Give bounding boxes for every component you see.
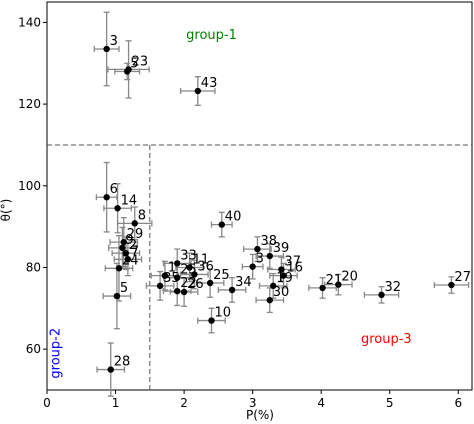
x-tick-label: 4: [317, 396, 325, 410]
data-point-label: 35: [163, 271, 180, 286]
group-label: group-2: [48, 328, 63, 379]
data-point: [103, 194, 110, 201]
y-tick-label: 120: [18, 97, 41, 111]
data-point-label: 21: [326, 273, 343, 288]
data-point: [191, 271, 198, 278]
data-point-label: 8: [138, 208, 146, 223]
error-bars: [93, 11, 470, 397]
group-labels: group-1 group-2 group-3: [48, 28, 411, 379]
data-point-label: 19: [276, 271, 293, 286]
data-point-label: 6: [110, 182, 118, 197]
data-point-label: 9: [125, 233, 133, 248]
group-label: group-3: [361, 332, 412, 347]
y-tick-label: 60: [26, 342, 41, 356]
data-point: [218, 221, 225, 228]
data-point-label: 7: [131, 244, 139, 259]
data-point: [180, 288, 188, 296]
data-point-label: 20: [341, 270, 358, 285]
data-point-label: 16: [286, 261, 303, 276]
data-point-label: 36: [197, 259, 214, 274]
data-point-label: 38: [260, 234, 277, 249]
x-axis-label: P(%): [246, 408, 274, 422]
data-point: [194, 87, 202, 95]
data-point: [124, 68, 131, 75]
data-point-label: 43: [201, 76, 218, 91]
data-point-label: 5: [130, 56, 138, 71]
x-tick-label: 0: [43, 396, 51, 410]
data-point-label: 32: [385, 280, 402, 295]
data-points: [103, 45, 455, 373]
data-point-label: 11: [193, 252, 210, 267]
x-tick-label: 5: [386, 396, 394, 410]
data-point: [278, 266, 285, 273]
data-point: [119, 244, 126, 252]
data-point-label: 10: [215, 306, 232, 321]
data-point-label: 25: [180, 263, 197, 278]
y-tick-label: 140: [18, 15, 41, 29]
y-axis-label: θ(°): [0, 199, 13, 222]
data-point-label: 3: [110, 34, 118, 49]
data-point-label: 5: [120, 281, 128, 296]
data-point-label: 28: [114, 355, 131, 370]
data-point: [378, 291, 385, 299]
data-point: [131, 220, 138, 227]
data-point-label: 14: [121, 193, 138, 208]
y-tick-label: 80: [26, 260, 41, 274]
data-point-label: 1: [168, 261, 176, 276]
data-point-label: 23: [132, 54, 149, 69]
data-point: [174, 274, 181, 281]
data-point: [120, 238, 127, 246]
data-point: [122, 249, 130, 257]
data-point: [335, 281, 342, 288]
x-tick-label: 6: [454, 396, 462, 410]
data-point-label: 3: [256, 252, 264, 267]
data-point: [266, 252, 273, 260]
data-point: [113, 292, 121, 300]
data-point-label: 26: [187, 277, 204, 292]
data-point: [115, 265, 123, 272]
data-point: [270, 282, 277, 290]
data-point-label: 29: [127, 227, 144, 242]
data-point: [249, 263, 256, 270]
x-tick-label: 2: [180, 396, 188, 410]
data-point: [124, 256, 132, 263]
data-point-label: 40: [225, 210, 242, 225]
data-point: [228, 286, 236, 294]
data-point: [161, 272, 169, 279]
data-point: [206, 279, 214, 287]
data-point-label: 24: [122, 253, 139, 268]
data-point-label: 39: [273, 241, 290, 256]
data-point: [448, 281, 455, 289]
data-point-label: 33: [180, 248, 197, 263]
data-point: [186, 264, 193, 271]
data-point-label: 22: [180, 276, 197, 291]
data-point-label: 27: [454, 270, 471, 285]
data-point: [156, 282, 164, 290]
data-point: [174, 260, 181, 267]
data-point-label: 30: [273, 285, 290, 300]
data-point: [103, 45, 110, 53]
data-point: [174, 287, 181, 295]
x-tick-label: 1: [112, 396, 120, 410]
data-point: [114, 205, 121, 212]
data-point-label: 25: [213, 268, 230, 283]
data-point: [107, 366, 114, 373]
data-point: [280, 272, 287, 279]
data-point-label: 2: [129, 238, 137, 253]
plot-frame: [46, 1, 473, 391]
divider-lines: [47, 144, 472, 390]
y-tick-label: 100: [18, 179, 41, 193]
data-point: [254, 245, 261, 253]
data-point-label: 34: [235, 275, 252, 290]
data-point: [266, 296, 273, 304]
data-point: [319, 284, 326, 292]
x-tick-label: 3: [249, 396, 257, 410]
group-label: group-1: [186, 28, 237, 43]
data-point: [208, 317, 215, 324]
data-point-label: 37: [284, 255, 301, 270]
